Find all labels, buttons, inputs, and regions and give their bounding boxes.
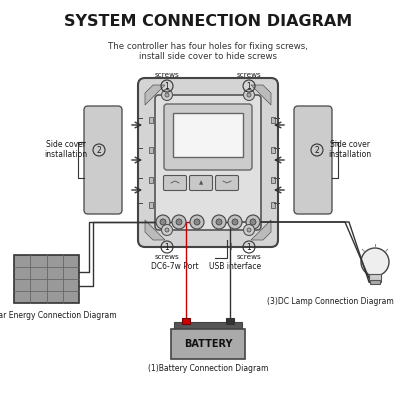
- Text: USB interface: USB interface: [209, 262, 261, 271]
- Text: (2)Solar Energy Connection Diagram: (2)Solar Energy Connection Diagram: [0, 311, 117, 320]
- Circle shape: [243, 225, 255, 235]
- Bar: [149, 177, 153, 183]
- Text: SYSTEM CONNECTION DIAGRAM: SYSTEM CONNECTION DIAGRAM: [64, 14, 352, 29]
- Text: Side cover
installation: Side cover installation: [45, 140, 87, 159]
- Circle shape: [247, 93, 251, 97]
- FancyBboxPatch shape: [171, 329, 245, 359]
- Polygon shape: [145, 220, 165, 240]
- Bar: [271, 177, 275, 183]
- Bar: [369, 274, 381, 282]
- Polygon shape: [251, 220, 271, 240]
- Bar: [271, 147, 275, 153]
- Text: 1: 1: [165, 82, 169, 91]
- Circle shape: [250, 219, 256, 225]
- Bar: [182, 318, 190, 324]
- Text: screws: screws: [155, 254, 179, 260]
- Text: screws: screws: [155, 72, 179, 78]
- FancyBboxPatch shape: [190, 176, 213, 191]
- FancyBboxPatch shape: [164, 104, 252, 170]
- Circle shape: [172, 215, 186, 229]
- Text: screws: screws: [237, 254, 261, 260]
- Text: (1)Battery Connection Diagram: (1)Battery Connection Diagram: [148, 364, 268, 373]
- Circle shape: [232, 219, 238, 225]
- Text: ▲: ▲: [199, 181, 203, 186]
- Text: 2: 2: [314, 146, 319, 155]
- FancyBboxPatch shape: [294, 106, 332, 214]
- Bar: [226, 318, 234, 324]
- Text: (3)DC Lamp Connection Diagram: (3)DC Lamp Connection Diagram: [267, 297, 394, 306]
- FancyBboxPatch shape: [138, 78, 278, 247]
- FancyBboxPatch shape: [163, 176, 186, 191]
- Circle shape: [228, 215, 242, 229]
- Circle shape: [165, 228, 169, 232]
- Bar: [14, 255, 79, 303]
- Text: Side cover
installation: Side cover installation: [329, 140, 371, 159]
- Text: ⊣: ⊣: [223, 242, 231, 252]
- Circle shape: [161, 89, 173, 101]
- Text: 2: 2: [97, 146, 102, 155]
- Circle shape: [246, 215, 260, 229]
- Text: screws: screws: [237, 72, 261, 78]
- Bar: [149, 147, 153, 153]
- Bar: [173, 113, 243, 157]
- FancyBboxPatch shape: [215, 176, 238, 191]
- Bar: [271, 202, 275, 208]
- Text: 1: 1: [247, 82, 251, 91]
- Polygon shape: [251, 85, 271, 105]
- Circle shape: [243, 89, 255, 101]
- Circle shape: [161, 225, 173, 235]
- Text: 1: 1: [247, 243, 251, 252]
- Circle shape: [160, 219, 166, 225]
- Bar: [370, 280, 380, 284]
- Circle shape: [176, 219, 182, 225]
- Circle shape: [194, 219, 200, 225]
- Text: 1: 1: [165, 243, 169, 252]
- Text: BATTERY: BATTERY: [184, 339, 232, 349]
- Circle shape: [247, 228, 251, 232]
- Circle shape: [361, 248, 389, 276]
- Circle shape: [190, 215, 204, 229]
- Text: The controller has four holes for fixing screws,
install side cover to hide scre: The controller has four holes for fixing…: [108, 42, 308, 62]
- Bar: [271, 117, 275, 123]
- Circle shape: [212, 215, 226, 229]
- Circle shape: [165, 93, 169, 97]
- Bar: [149, 202, 153, 208]
- FancyBboxPatch shape: [155, 95, 261, 230]
- Text: DC6-7w Port: DC6-7w Port: [151, 262, 199, 271]
- FancyBboxPatch shape: [84, 106, 122, 214]
- Circle shape: [216, 219, 222, 225]
- Circle shape: [156, 215, 170, 229]
- Bar: [174, 322, 242, 332]
- Bar: [14, 255, 79, 303]
- Bar: [149, 117, 153, 123]
- Polygon shape: [145, 85, 165, 105]
